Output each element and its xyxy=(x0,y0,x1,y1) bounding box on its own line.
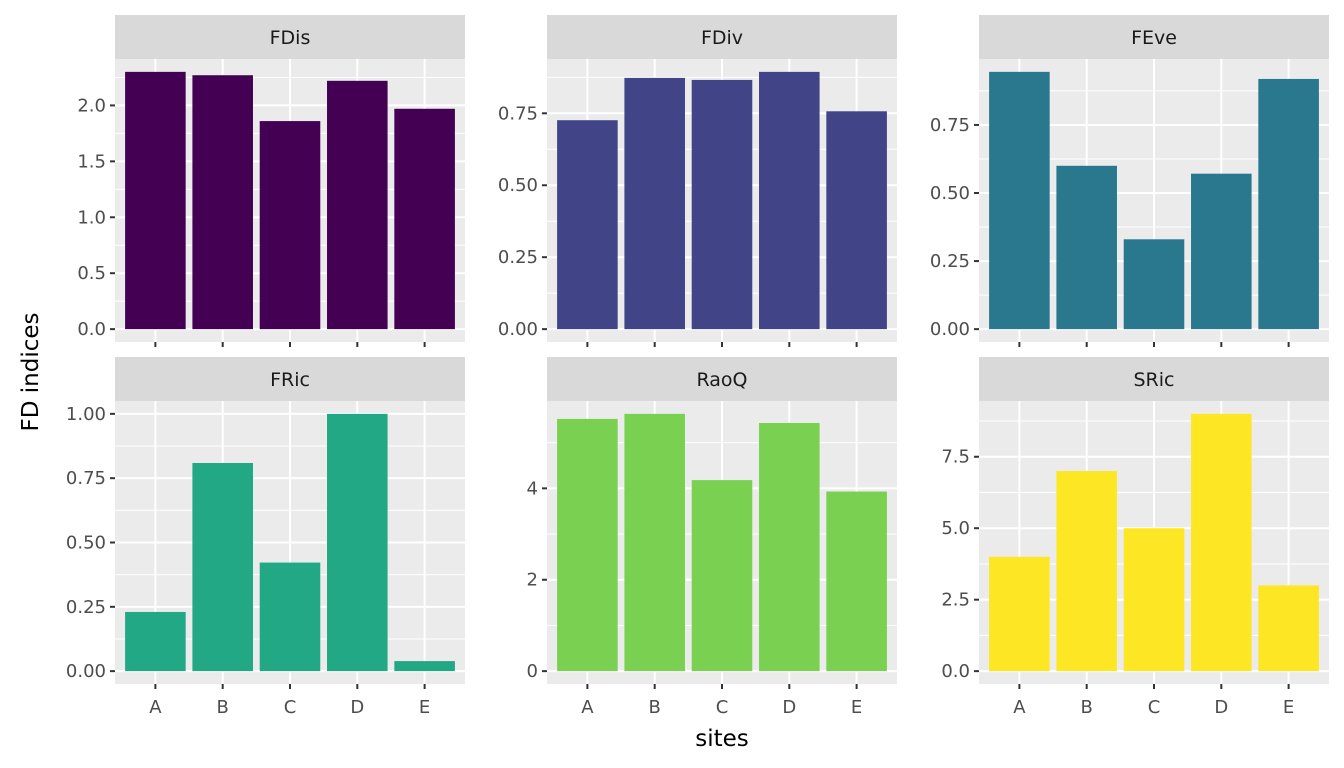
bar-feve-e xyxy=(1258,78,1319,330)
y-tick-label: 0.00 xyxy=(930,319,970,340)
x-tick-label: C xyxy=(1148,697,1161,718)
bar-fdiv-b xyxy=(624,77,685,330)
y-tick-label: 0.50 xyxy=(498,175,538,196)
panel-feve: FEve 0.00 0.25 0.50 0.75 xyxy=(930,15,1329,347)
y-tick-label: 0.75 xyxy=(930,115,970,136)
y-tick-label: 0.25 xyxy=(930,251,970,272)
x-tick-label: E xyxy=(419,697,430,718)
y-tick-label: 0.25 xyxy=(66,597,106,618)
facet-strip-label: FEve xyxy=(1131,27,1177,49)
facet-strip xyxy=(115,357,465,401)
y-tick-label: 1.5 xyxy=(77,151,106,172)
facet-strip xyxy=(979,15,1329,59)
panel-sric: SRic 0.0 2.5 5.0 7.5 A B C D E xyxy=(941,357,1329,718)
bar-sric-c xyxy=(1123,528,1185,672)
y-tick-label: 2 xyxy=(527,570,538,591)
bar-raoq-c xyxy=(691,480,753,672)
panel-fric: FRic 0.00 0.25 0.50 0.75 1.00 A B C D E xyxy=(66,357,465,718)
bar-fdis-d xyxy=(327,80,388,330)
y-tick-label: 1.00 xyxy=(66,404,106,425)
facet-strip xyxy=(979,357,1329,401)
bar-feve-a xyxy=(989,71,1050,330)
panel-raoq: RaoQ 0 2 4 A B C D E xyxy=(527,357,897,718)
facet-strip-label: RaoQ xyxy=(696,369,747,391)
bar-fric-d xyxy=(327,413,388,672)
y-tick-label: 2.5 xyxy=(941,590,970,611)
bar-fdiv-e xyxy=(826,111,887,330)
bar-feve-c xyxy=(1123,239,1185,330)
y-tick-label: 0.50 xyxy=(930,183,970,204)
x-tick-label: D xyxy=(782,697,796,718)
bar-fric-c xyxy=(259,562,321,672)
bar-sric-d xyxy=(1191,413,1252,672)
y-tick-label: 0.0 xyxy=(941,661,970,682)
bar-fric-a xyxy=(125,611,186,672)
y-axis-title: FD indices xyxy=(18,313,44,432)
bar-fdiv-a xyxy=(557,120,618,330)
y-tick-label: 0.50 xyxy=(66,533,106,554)
bar-feve-d xyxy=(1191,173,1252,330)
panel-fdiv: FDiv 0.00 0.25 0.50 0.75 xyxy=(498,15,897,347)
facet-strip xyxy=(547,357,897,401)
y-tick-label: 2.0 xyxy=(77,95,106,116)
y-tick-label: 0.00 xyxy=(498,319,538,340)
x-tick-label: A xyxy=(1013,697,1026,718)
facet-strip-label: FRic xyxy=(270,369,310,391)
y-tick-label: 0.5 xyxy=(77,263,106,284)
x-tick-label: B xyxy=(217,697,229,718)
bar-fdis-b xyxy=(192,75,253,330)
bar-fdiv-d xyxy=(759,71,820,330)
facet-strip-label: FDiv xyxy=(701,27,743,49)
x-tick-label: B xyxy=(1081,697,1093,718)
x-tick-label: A xyxy=(149,697,162,718)
x-tick-label: C xyxy=(716,697,729,718)
y-tick-label: 0.75 xyxy=(66,468,106,489)
facet-strip-label: SRic xyxy=(1134,369,1175,391)
facet-strip-label: FDis xyxy=(270,27,311,49)
bar-raoq-a xyxy=(557,418,618,672)
bar-fric-e xyxy=(394,661,455,672)
y-tick-label: 0.75 xyxy=(498,103,538,124)
bar-raoq-d xyxy=(759,423,820,672)
bar-feve-b xyxy=(1056,165,1117,330)
x-tick-label: D xyxy=(350,697,364,718)
x-axis-title: sites xyxy=(695,726,749,752)
bar-fdiv-c xyxy=(691,79,753,330)
y-tick-label: 0.00 xyxy=(66,661,106,682)
y-tick-label: 0.25 xyxy=(498,247,538,268)
x-tick-label: B xyxy=(649,697,661,718)
bar-raoq-e xyxy=(826,491,887,672)
bar-sric-e xyxy=(1258,585,1319,672)
bar-fdis-c xyxy=(259,121,321,330)
bar-sric-b xyxy=(1056,471,1117,672)
bar-fdis-a xyxy=(125,71,186,330)
panel-fdis: FDis 0.0 0.5 1.0 1.5 2.0 xyxy=(77,15,465,347)
bar-sric-a xyxy=(989,556,1050,672)
y-tick-label: 5.0 xyxy=(941,518,970,539)
x-tick-label: C xyxy=(284,697,297,718)
bar-fric-b xyxy=(192,463,253,672)
bar-fdis-e xyxy=(394,108,455,330)
x-tick-label: D xyxy=(1214,697,1228,718)
x-tick-label: E xyxy=(1283,697,1294,718)
y-tick-label: 1.0 xyxy=(77,207,106,228)
facet-strip xyxy=(115,15,465,59)
x-tick-label: E xyxy=(851,697,862,718)
y-tick-label: 0 xyxy=(527,661,538,682)
y-tick-label: 4 xyxy=(527,478,538,499)
y-tick-label: 7.5 xyxy=(941,447,970,468)
bar-raoq-b xyxy=(624,413,685,672)
x-tick-label: A xyxy=(581,697,594,718)
y-tick-label: 0.0 xyxy=(77,319,106,340)
facet-strip xyxy=(547,15,897,59)
